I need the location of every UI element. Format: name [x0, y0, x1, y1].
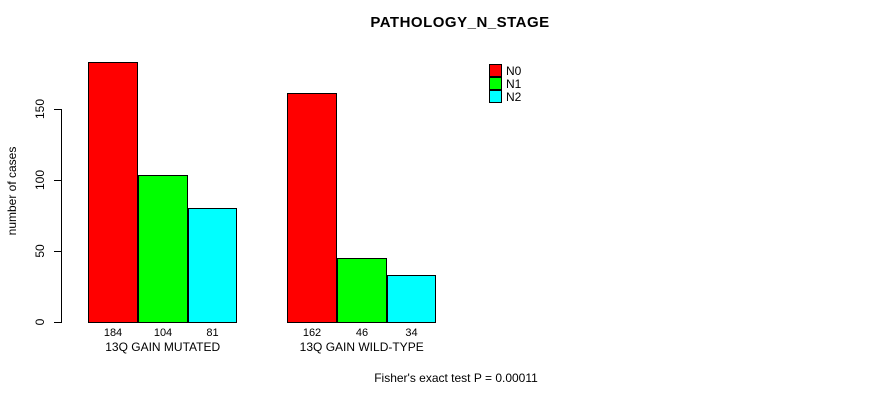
y-tick-label-100: 100 [33, 169, 47, 191]
legend-item-n1: N1 [489, 76, 522, 91]
category-label-13q-gain-mutated: 13Q GAIN MUTATED [105, 340, 221, 354]
y-tick-label-0: 0 [33, 318, 47, 326]
y-tick-mark-0 [54, 322, 61, 323]
y-tick-mark-50 [54, 251, 61, 252]
legend: N0 N1 N2 [489, 63, 522, 104]
bar-n0-13q-gain-mutated [88, 62, 138, 323]
y-axis-line [61, 109, 62, 323]
legend-swatch-n2 [489, 90, 502, 103]
bar-n2-13q-gain-mutated [188, 208, 237, 323]
bar-n0-13q-gain-wild-type [287, 93, 337, 323]
bar-value-n2-13q-gain-wild-type: 34 [405, 327, 418, 339]
y-tick-mark-100 [54, 180, 61, 181]
bar-value-n0-13q-gain-mutated: 184 [103, 327, 123, 339]
legend-label-n0: N0 [506, 63, 522, 78]
legend-label-n1: N1 [506, 76, 522, 91]
chart-title: PATHOLOGY_N_STAGE [370, 14, 550, 31]
legend-swatch-n0 [489, 64, 502, 77]
y-tick-label-50: 50 [33, 244, 47, 258]
bar-n1-13q-gain-wild-type [337, 258, 387, 323]
legend-label-n2: N2 [506, 89, 522, 104]
bar-n1-13q-gain-mutated [138, 175, 188, 323]
y-axis-title: number of cases [5, 146, 19, 236]
stat-test-annotation: Fisher's exact test P = 0.00011 [374, 371, 538, 385]
y-tick-mark-150 [54, 109, 61, 110]
legend-swatch-n1 [489, 77, 502, 90]
legend-item-n0: N0 [489, 63, 522, 78]
legend-item-n2: N2 [489, 89, 522, 104]
bar-value-n1-13q-gain-wild-type: 46 [355, 327, 369, 339]
category-label-13q-gain-wild-type: 13Q GAIN WILD-TYPE [299, 340, 424, 354]
bar-value-n1-13q-gain-mutated: 104 [153, 327, 173, 339]
y-tick-label-150: 150 [33, 98, 47, 120]
bar-value-n0-13q-gain-wild-type: 162 [302, 327, 322, 339]
bar-n2-13q-gain-wild-type [387, 275, 436, 323]
bar-value-n2-13q-gain-mutated: 81 [206, 327, 219, 339]
